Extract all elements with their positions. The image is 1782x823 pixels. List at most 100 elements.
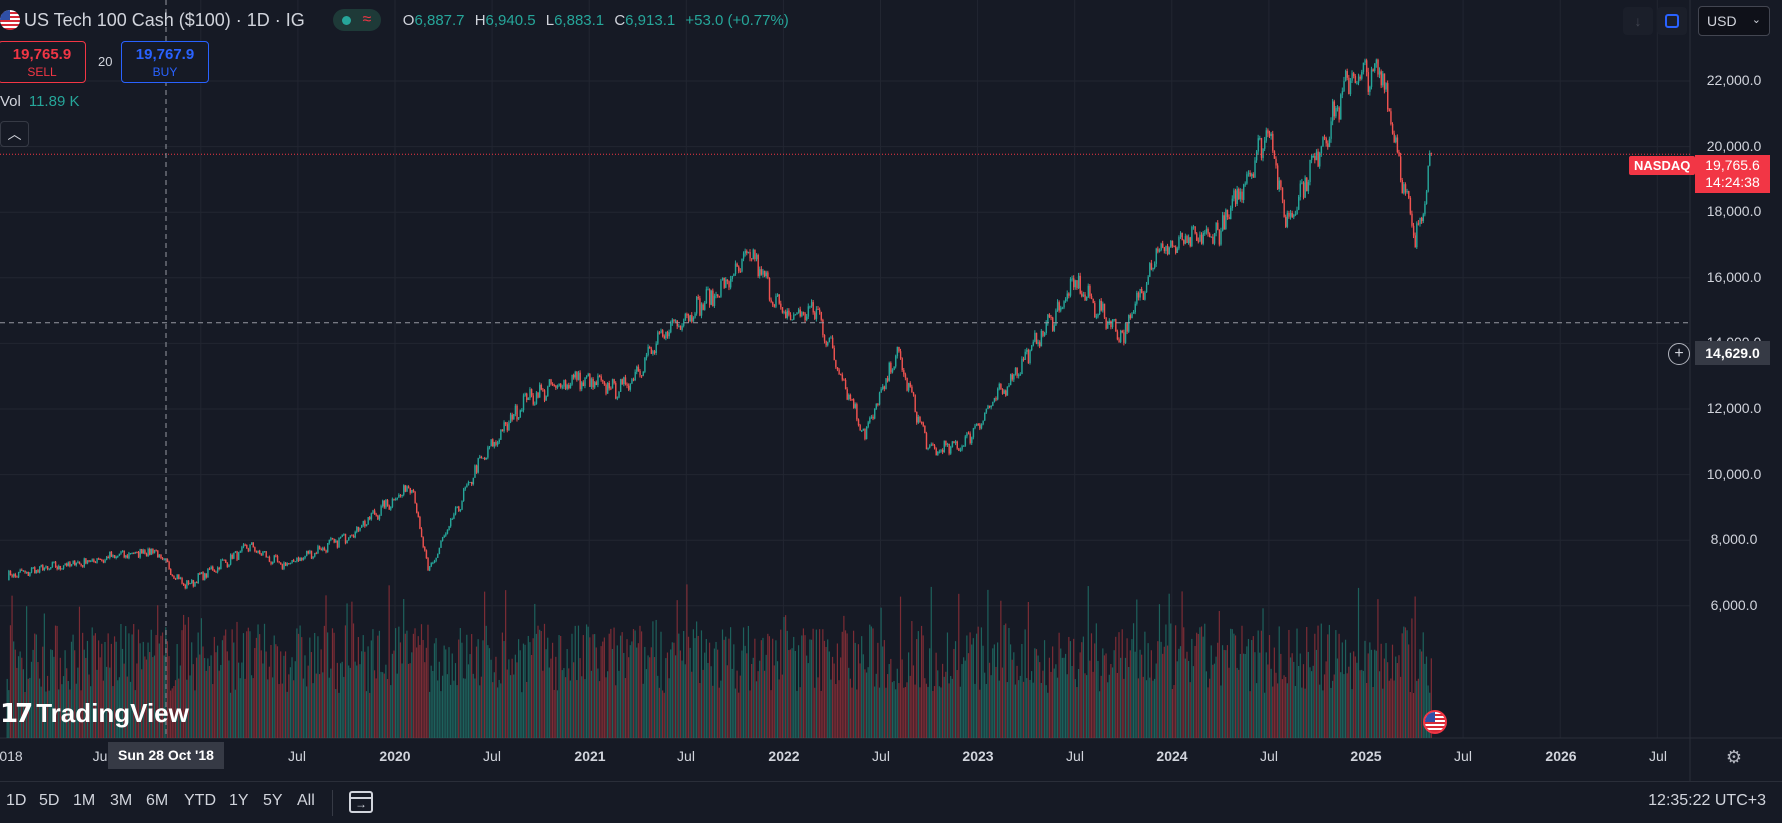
volume-bar: [220, 664, 222, 738]
candle-body: [141, 549, 143, 554]
fullscreen-button[interactable]: [1657, 7, 1687, 35]
candle-body: [605, 384, 607, 394]
volume-bar: [141, 669, 143, 738]
candle-body: [1264, 140, 1266, 149]
volume-bar: [997, 642, 999, 738]
candle-body: [254, 547, 256, 551]
volume-bar: [653, 657, 656, 738]
volume-bar: [64, 650, 66, 738]
range-5d-button[interactable]: 5D: [39, 792, 60, 809]
volume-bar: [848, 667, 850, 738]
candle-body: [857, 419, 860, 426]
candle-body: [17, 571, 20, 578]
candle-body: [1081, 293, 1083, 297]
candle-body: [1113, 319, 1115, 321]
candle-body: [128, 553, 130, 559]
volume-bar: [1246, 646, 1248, 738]
collapse-legend-button[interactable]: ︿: [0, 121, 29, 147]
candle-body: [841, 374, 844, 380]
range-ytd-button[interactable]: YTD: [184, 792, 216, 809]
volume-bar: [1298, 665, 1300, 738]
price-chart[interactable]: [0, 0, 1782, 781]
range-1m-button[interactable]: 1M: [73, 792, 96, 809]
candle-body: [1006, 386, 1009, 396]
axis-settings-button[interactable]: ⚙: [1723, 746, 1745, 768]
symbol-title[interactable]: US Tech 100 Cash ($100) · 1D · IG: [24, 9, 305, 30]
candle-body: [90, 560, 92, 562]
volume-bar: [569, 680, 571, 738]
volume-bar: [615, 685, 617, 738]
volume-bar: [1157, 641, 1159, 738]
volume-bar: [320, 649, 322, 738]
candle-body: [1419, 217, 1421, 224]
candle-body: [331, 538, 334, 540]
candle-body: [1390, 111, 1392, 125]
scroll-down-button[interactable]: ↓: [1623, 7, 1653, 35]
volume-bar: [825, 646, 827, 738]
volume-bar: [117, 680, 119, 738]
candle-body: [270, 561, 272, 564]
volume-bar: [225, 629, 227, 738]
volume-bar: [115, 641, 117, 738]
candle-body: [35, 569, 38, 574]
sell-button[interactable]: 19,765.9 SELL: [0, 41, 86, 83]
candle-body: [637, 366, 640, 371]
symbol-legend: US Tech 100 Cash ($100) · 1D · IG ≈ O6,8…: [0, 8, 789, 32]
candle-body: [1048, 314, 1051, 318]
candle-body: [1111, 319, 1114, 328]
range-1y-button[interactable]: 1Y: [229, 792, 249, 809]
volume-bar: [971, 644, 973, 738]
volume-bar: [1283, 675, 1285, 738]
volume-bar: [696, 621, 698, 738]
candle-body: [1105, 317, 1107, 329]
volume-bar: [729, 627, 732, 738]
candle-body: [1344, 71, 1347, 82]
candle-body: [1000, 384, 1002, 389]
volume-bar: [556, 690, 559, 738]
candle-body: [1218, 229, 1221, 245]
candle-body: [1074, 280, 1077, 288]
volume-bar: [458, 639, 460, 738]
volume-bar: [396, 673, 398, 738]
volume-bar: [96, 669, 98, 738]
gear-icon: ⚙: [1725, 747, 1743, 767]
range-1d-button[interactable]: 1D: [6, 792, 27, 809]
volume-bar: [1218, 610, 1220, 738]
range-5y-button[interactable]: 5Y: [263, 792, 283, 809]
volume-bar: [551, 642, 554, 738]
candle-body: [1139, 288, 1141, 298]
range-all-button[interactable]: All: [297, 792, 315, 809]
candle-body: [466, 485, 468, 488]
volume-bar: [1278, 626, 1280, 738]
candle-body: [1196, 233, 1198, 241]
buy-button[interactable]: 19,767.9 BUY: [121, 41, 209, 83]
volume-bar: [1327, 634, 1329, 738]
volume-bar: [886, 674, 889, 738]
candle-body: [1335, 108, 1337, 117]
volume-bar: [1416, 680, 1418, 738]
add-alert-button[interactable]: +: [1668, 343, 1690, 365]
range-3m-button[interactable]: 3M: [110, 792, 133, 809]
volume-bar: [535, 633, 537, 738]
candle-body: [524, 393, 526, 396]
candle-body: [797, 309, 800, 313]
tradingview-logo[interactable]: 17 TradingView: [0, 698, 189, 729]
volume-bar: [262, 663, 264, 738]
candle-body: [241, 547, 243, 552]
volume-bar: [990, 675, 992, 738]
candle-body: [1066, 293, 1069, 300]
clock-timezone[interactable]: 12:35:22 UTC+3: [1648, 792, 1766, 809]
go-to-date-icon[interactable]: [349, 791, 373, 813]
range-6m-button[interactable]: 6M: [146, 792, 169, 809]
volume-bar: [424, 662, 426, 738]
volume-bar: [1045, 685, 1047, 738]
candle-body: [1160, 243, 1162, 251]
us-event-flag-icon[interactable]: [1423, 710, 1447, 734]
currency-select[interactable]: USD ⌄: [1698, 6, 1770, 36]
candle-body: [1328, 138, 1331, 148]
volume-bar: [328, 677, 330, 738]
candle-body: [598, 375, 601, 377]
volume-bar: [1354, 656, 1356, 738]
market-status-pill[interactable]: ≈: [332, 9, 381, 31]
candle-body: [1204, 232, 1206, 234]
